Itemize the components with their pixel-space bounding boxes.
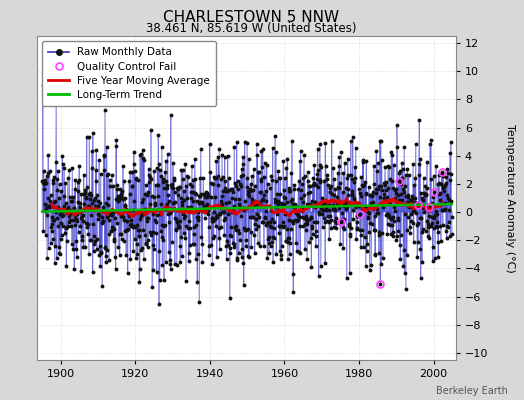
- Text: CHARLESTOWN 5 NNW: CHARLESTOWN 5 NNW: [163, 10, 340, 25]
- Legend: Raw Monthly Data, Quality Control Fail, Five Year Moving Average, Long-Term Tren: Raw Monthly Data, Quality Control Fail, …: [42, 41, 216, 106]
- Y-axis label: Temperature Anomaly (°C): Temperature Anomaly (°C): [505, 124, 515, 272]
- Text: 38.461 N, 85.619 W (United States): 38.461 N, 85.619 W (United States): [146, 22, 357, 35]
- Text: Berkeley Earth: Berkeley Earth: [436, 386, 508, 396]
